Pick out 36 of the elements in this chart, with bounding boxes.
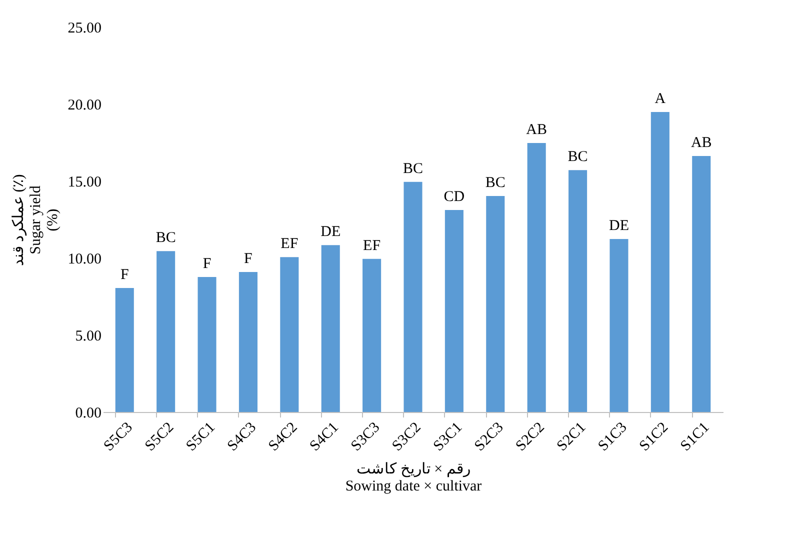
bar [610,239,628,412]
annotation: BC [402,160,424,177]
annotation: F [244,251,252,268]
bar [568,170,588,412]
y-tick-label: 20.00 [68,98,102,114]
annotation: A [654,91,666,108]
bar [280,257,299,412]
bar [115,288,134,412]
bar [198,276,216,412]
bar [527,142,546,412]
bar [404,182,422,412]
annotation: EF [280,236,298,252]
annotation: BC [568,149,588,166]
bar [486,196,505,412]
y-tick-label: 10.00 [68,252,102,268]
annotation: BC [156,230,176,246]
annotation: BC [485,174,506,191]
annotation: DE [320,224,341,240]
bar [156,251,176,412]
bar [238,272,258,412]
annotation: AB [690,135,712,152]
annotation: CD [444,188,465,205]
bar [692,156,711,412]
annotation: F [202,256,212,272]
bar [362,258,382,412]
annotation: EF [363,238,381,254]
bar [444,210,464,412]
annotation: DE [608,218,629,234]
y-tick-label: 15.00 [68,174,102,190]
y-tick-label: 0.00 [75,406,102,422]
y-tick-label: 5.00 [75,328,102,344]
annotation: AB [526,122,548,138]
annotation: F [120,267,129,284]
y-tick-label: 25.00 [68,20,102,36]
bar [321,245,340,412]
bar [650,112,670,412]
